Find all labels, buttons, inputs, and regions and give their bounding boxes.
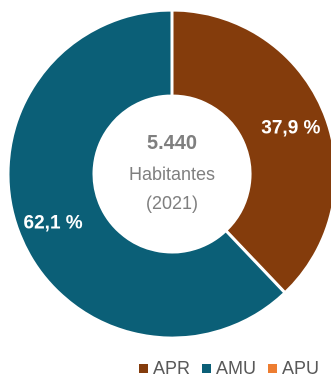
legend-label-apr: APR bbox=[153, 358, 190, 378]
legend-swatch-amu bbox=[202, 364, 211, 373]
legend-item-apr: APR bbox=[139, 358, 190, 378]
slice-label-amu: 62,1 % bbox=[24, 212, 83, 233]
slice-label-apr: 37,9 % bbox=[261, 118, 320, 139]
center-label-year: (2021) bbox=[146, 193, 198, 213]
legend-swatch-apr bbox=[139, 364, 148, 373]
legend-item-apu: APU bbox=[268, 358, 319, 378]
legend-label-amu: AMU bbox=[216, 358, 256, 378]
center-label-habitantes: Habitantes bbox=[129, 164, 215, 184]
center-total-value: 5.440 bbox=[147, 132, 197, 154]
legend-item-amu: AMU bbox=[202, 358, 256, 378]
legend-label-apu: APU bbox=[282, 358, 319, 378]
legend-swatch-apu bbox=[268, 364, 277, 373]
chart-legend: APR AMU APU bbox=[139, 358, 319, 378]
